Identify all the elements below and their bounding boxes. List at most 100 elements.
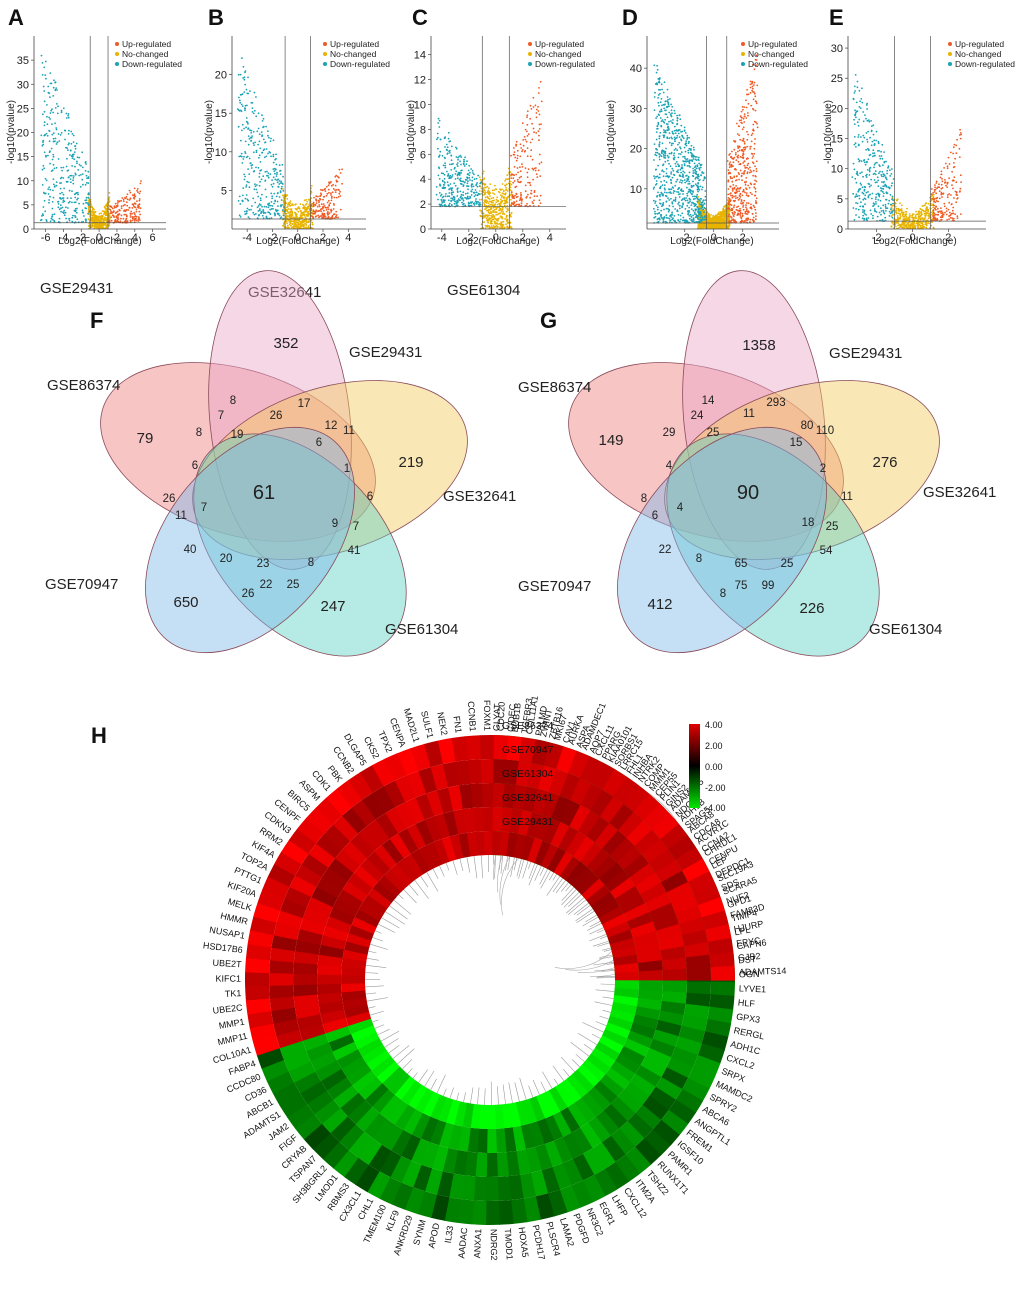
- point-down-regulated: [247, 216, 250, 219]
- point-down-regulated: [274, 172, 276, 175]
- point-down-regulated: [81, 209, 84, 212]
- point-down-regulated: [691, 185, 693, 188]
- point-down-regulated: [274, 214, 276, 217]
- point-up-regulated: [743, 221, 745, 224]
- point-up-regulated: [335, 189, 338, 191]
- point-down-regulated: [680, 131, 682, 133]
- point-up-regulated: [733, 195, 735, 198]
- point-up-regulated: [732, 215, 735, 218]
- point-no-changed: [291, 223, 294, 225]
- point-down-regulated: [50, 170, 53, 173]
- point-down-regulated: [264, 141, 266, 144]
- point-up-regulated: [321, 212, 324, 215]
- point-down-regulated: [690, 149, 692, 152]
- point-no-changed: [509, 221, 512, 224]
- point-no-changed: [491, 189, 494, 192]
- point-down-regulated: [699, 164, 702, 167]
- point-up-regulated: [530, 189, 533, 192]
- point-down-regulated: [85, 181, 88, 184]
- point-down-regulated: [469, 171, 471, 174]
- point-down-regulated: [674, 184, 677, 187]
- point-up-regulated: [754, 187, 757, 190]
- point-no-changed: [504, 184, 507, 187]
- point-down-regulated: [442, 195, 445, 198]
- point-no-changed: [291, 220, 293, 223]
- point-down-regulated: [80, 174, 82, 176]
- point-no-changed: [307, 212, 310, 214]
- point-down-regulated: [84, 183, 87, 186]
- point-down-regulated: [684, 160, 687, 163]
- point-no-changed: [483, 202, 485, 204]
- legend-up-swatch-c: [528, 42, 532, 46]
- point-down-regulated: [672, 173, 675, 176]
- point-down-regulated: [695, 167, 698, 170]
- point-down-regulated: [87, 170, 90, 173]
- point-down-regulated: [42, 143, 45, 146]
- point-down-regulated: [666, 116, 669, 119]
- point-down-regulated: [454, 184, 457, 187]
- point-down-regulated: [679, 146, 681, 149]
- point-no-changed: [285, 194, 288, 196]
- point-up-regulated: [732, 206, 735, 209]
- point-up-regulated: [120, 199, 123, 202]
- point-down-regulated: [702, 199, 705, 202]
- point-up-regulated: [324, 190, 327, 193]
- point-no-changed: [501, 217, 504, 220]
- point-down-regulated: [681, 206, 683, 209]
- point-no-changed: [493, 189, 496, 192]
- point-up-regulated: [731, 157, 734, 160]
- point-down-regulated: [701, 186, 704, 189]
- point-down-regulated: [81, 173, 84, 176]
- point-down-regulated: [657, 191, 659, 194]
- point-down-regulated: [257, 112, 260, 115]
- point-down-regulated: [276, 200, 279, 203]
- point-down-regulated: [657, 177, 660, 179]
- point-no-changed: [289, 200, 292, 203]
- point-down-regulated: [73, 193, 76, 196]
- point-down-regulated: [696, 200, 699, 203]
- point-no-changed: [720, 224, 723, 227]
- point-down-regulated: [237, 73, 240, 76]
- point-up-regulated: [743, 121, 746, 123]
- point-down-regulated: [277, 205, 279, 208]
- point-up-regulated: [315, 202, 318, 205]
- point-up-regulated: [749, 169, 752, 172]
- point-down-regulated: [61, 169, 63, 172]
- point-down-regulated: [660, 155, 663, 158]
- point-down-regulated: [244, 70, 247, 72]
- point-down-regulated: [249, 162, 252, 165]
- point-up-regulated: [741, 214, 744, 217]
- point-no-changed: [495, 224, 498, 227]
- point-down-regulated: [82, 220, 84, 223]
- point-no-changed: [94, 210, 97, 213]
- point-no-changed: [494, 203, 496, 206]
- point-up-regulated: [741, 128, 744, 131]
- point-down-regulated: [246, 92, 249, 95]
- point-no-changed: [105, 210, 108, 212]
- point-down-regulated: [663, 179, 666, 182]
- point-up-regulated: [111, 207, 114, 210]
- x-tick-label: 0: [493, 232, 499, 244]
- point-down-regulated: [439, 150, 442, 153]
- point-down-regulated: [673, 156, 676, 159]
- point-up-regulated: [538, 162, 541, 165]
- point-up-regulated: [310, 215, 313, 217]
- point-down-regulated: [74, 173, 77, 176]
- point-up-regulated: [330, 199, 333, 202]
- point-down-regulated: [467, 201, 470, 204]
- point-down-regulated: [696, 214, 699, 217]
- point-down-regulated: [690, 144, 693, 147]
- point-down-regulated: [674, 147, 677, 150]
- point-down-regulated: [43, 66, 46, 69]
- point-up-regulated: [138, 219, 141, 221]
- point-down-regulated: [663, 136, 665, 139]
- point-down-regulated: [246, 104, 248, 107]
- point-down-regulated: [261, 205, 263, 208]
- point-down-regulated: [443, 177, 446, 180]
- point-no-changed: [487, 204, 490, 207]
- point-down-regulated: [244, 104, 247, 107]
- point-down-regulated: [470, 194, 473, 196]
- point-down-regulated: [42, 141, 44, 144]
- point-down-regulated: [670, 182, 673, 185]
